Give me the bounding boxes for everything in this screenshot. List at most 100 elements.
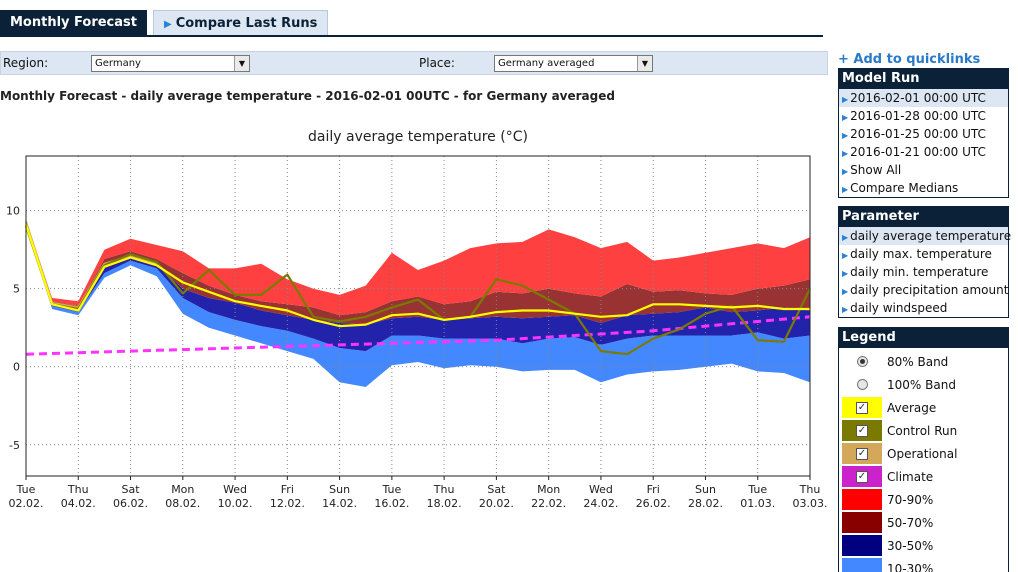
parameter-header: Parameter — [839, 207, 1008, 227]
triangle-right-icon: ▶ — [842, 185, 849, 194]
x-tick-weekday: Fri — [281, 483, 294, 496]
triangle-right-icon: ▶ — [842, 131, 849, 140]
parameter-item[interactable]: ▶ daily min. temperature — [839, 263, 1008, 281]
x-tick-date: 22.02. — [531, 497, 566, 510]
x-tick-date: 08.02. — [165, 497, 200, 510]
triangle-right-icon: ▶ — [164, 19, 172, 30]
triangle-right-icon: ▶ — [842, 149, 849, 158]
selector-bar: Region: Germany ▼ Place: Germany average… — [0, 51, 828, 75]
legend-item-label: 50-70% — [887, 515, 934, 530]
model-run-item[interactable]: ▶ Show All — [839, 161, 1008, 179]
x-tick-weekday: Mon — [171, 483, 194, 496]
chart-title: daily average temperature (°C) — [308, 129, 528, 145]
x-tick-weekday: Mon — [537, 483, 560, 496]
legend-header: Legend — [839, 328, 1008, 348]
model-run-item-label: 2016-01-28 00:00 UTC — [850, 109, 986, 123]
triangle-right-icon: ▶ — [842, 95, 849, 104]
legend-item-label: 70-90% — [887, 492, 934, 507]
model-run-list: ▶ 2016-02-01 00:00 UTC ▶ 2016-01-28 00:00 U… — [839, 89, 1008, 197]
triangle-right-icon: ▶ — [842, 251, 849, 260]
tab-compare-last-runs[interactable]: ▶ Compare Last Runs — [153, 10, 329, 36]
control-run-line — [24, 225, 811, 356]
parameter-item-label: daily precipitation amount — [850, 283, 1009, 297]
tab-underline — [0, 35, 823, 37]
chevron-down-icon[interactable]: ▼ — [637, 56, 652, 71]
legend-item-label: 100% Band — [887, 377, 956, 392]
legend-swatch: ✓ — [842, 443, 882, 464]
legend-item[interactable]: ✓ Average — [839, 396, 1008, 419]
parameter-item-label: daily average temperature — [850, 229, 1012, 243]
parameter-item[interactable]: ▶ daily average temperature — [839, 227, 1012, 245]
x-tick-date: 03.03. — [793, 497, 828, 510]
legend-swatch: ✓ — [842, 420, 882, 441]
place-select[interactable]: Germany averaged ▼ — [494, 55, 653, 72]
tab-compare-last-runs-label: Compare Last Runs — [175, 16, 318, 31]
x-tick-weekday: Sun — [329, 483, 350, 496]
chevron-down-icon[interactable]: ▼ — [234, 56, 249, 71]
checkbox-checked-icon[interactable]: ✓ — [856, 401, 868, 414]
temperature-chart: daily average temperature (°C)-50510Tue0… — [6, 129, 828, 510]
checkbox-checked-icon[interactable]: ✓ — [856, 424, 868, 437]
legend-swatch — [842, 512, 882, 533]
region-select[interactable]: Germany ▼ — [91, 55, 250, 72]
radio-checked-icon[interactable] — [856, 356, 868, 367]
radio-button — [842, 351, 882, 372]
legend-swatch: ✓ — [842, 466, 882, 487]
place-select-value: Germany averaged — [498, 58, 595, 69]
x-tick-weekday: Thu — [799, 483, 821, 496]
page-title: Monthly Forecast - daily average tempera… — [0, 89, 615, 103]
parameter-item-label: daily max. temperature — [850, 247, 992, 261]
plot-frame — [25, 155, 811, 477]
model-run-item-label: Show All — [850, 163, 902, 177]
model-run-item[interactable]: ▶ 2016-02-01 00:00 UTC — [839, 89, 1008, 107]
y-tick-label: 0 — [13, 361, 20, 374]
model-run-item[interactable]: ▶ 2016-01-28 00:00 UTC — [839, 107, 1008, 125]
model-run-panel: Model Run ▶ 2016-02-01 00:00 UTC ▶ 2016-01-… — [838, 68, 1009, 198]
x-tick-date: 24.02. — [583, 497, 618, 510]
triangle-right-icon: ▶ — [842, 233, 849, 242]
model-run-item[interactable]: ▶ 2016-01-25 00:00 UTC — [839, 125, 1008, 143]
x-tick-date: 26.02. — [636, 497, 671, 510]
radio-unchecked-icon[interactable] — [856, 379, 868, 390]
tab-monthly-forecast[interactable]: Monthly Forecast — [0, 10, 147, 36]
triangle-right-icon: ▶ — [842, 167, 849, 176]
x-tick-date: 10.02. — [218, 497, 253, 510]
checkbox-checked-icon[interactable]: ✓ — [856, 470, 868, 483]
model-run-item[interactable]: ▶ Compare Medians — [839, 179, 1008, 197]
model-run-item-label: 2016-02-01 00:00 UTC — [850, 91, 986, 105]
parameter-item[interactable]: ▶ daily precipitation amount — [839, 281, 1008, 299]
average-line — [24, 224, 810, 328]
add-quicklinks-link[interactable]: + Add to quicklinks — [838, 52, 981, 67]
legend-item: 70-90% — [839, 488, 1008, 511]
parameter-item[interactable]: ▶ daily max. temperature — [839, 245, 1008, 263]
x-tick-weekday: Fri — [647, 483, 660, 496]
legend-item[interactable]: ✓ Operational — [839, 442, 1008, 465]
x-tick-date: 02.02. — [9, 497, 44, 510]
legend-item-label: 10-30% — [887, 561, 934, 572]
x-tick-date: 14.02. — [322, 497, 357, 510]
legend-item[interactable]: ✓ Climate — [839, 465, 1008, 488]
tab-bar: Monthly Forecast ▶ Compare Last Runs — [0, 10, 334, 37]
legend-item-label: 30-50% — [887, 538, 934, 553]
model-run-item[interactable]: ▶ 2016-01-21 00:00 UTC — [839, 143, 1008, 161]
x-tick-date: 16.02. — [374, 497, 409, 510]
x-tick-weekday: Tue — [16, 483, 36, 496]
model-run-item-label: 2016-01-25 00:00 UTC — [850, 127, 986, 141]
x-tick-date: 04.02. — [61, 497, 96, 510]
y-tick-label: 5 — [13, 283, 20, 296]
legend-swatch — [842, 535, 882, 556]
parameter-panel: Parameter ▶ daily average temperature ▶ dai… — [838, 206, 1012, 318]
x-tick-date: 12.02. — [270, 497, 305, 510]
model-run-item-label: Compare Medians — [850, 181, 959, 195]
legend-item[interactable]: ✓ Control Run — [839, 419, 1008, 442]
legend-item[interactable]: 80% Band — [839, 350, 1008, 373]
checkbox-checked-icon[interactable]: ✓ — [856, 447, 868, 460]
triangle-right-icon: ▶ — [842, 269, 849, 278]
region-select-value: Germany — [95, 58, 141, 69]
legend-item-label: Control Run — [887, 423, 958, 438]
region-label: Region: — [3, 56, 49, 70]
parameter-item[interactable]: ▶ daily windspeed — [839, 299, 1008, 317]
legend-item-label: 80% Band — [887, 354, 949, 369]
legend-item[interactable]: 100% Band — [839, 373, 1008, 396]
